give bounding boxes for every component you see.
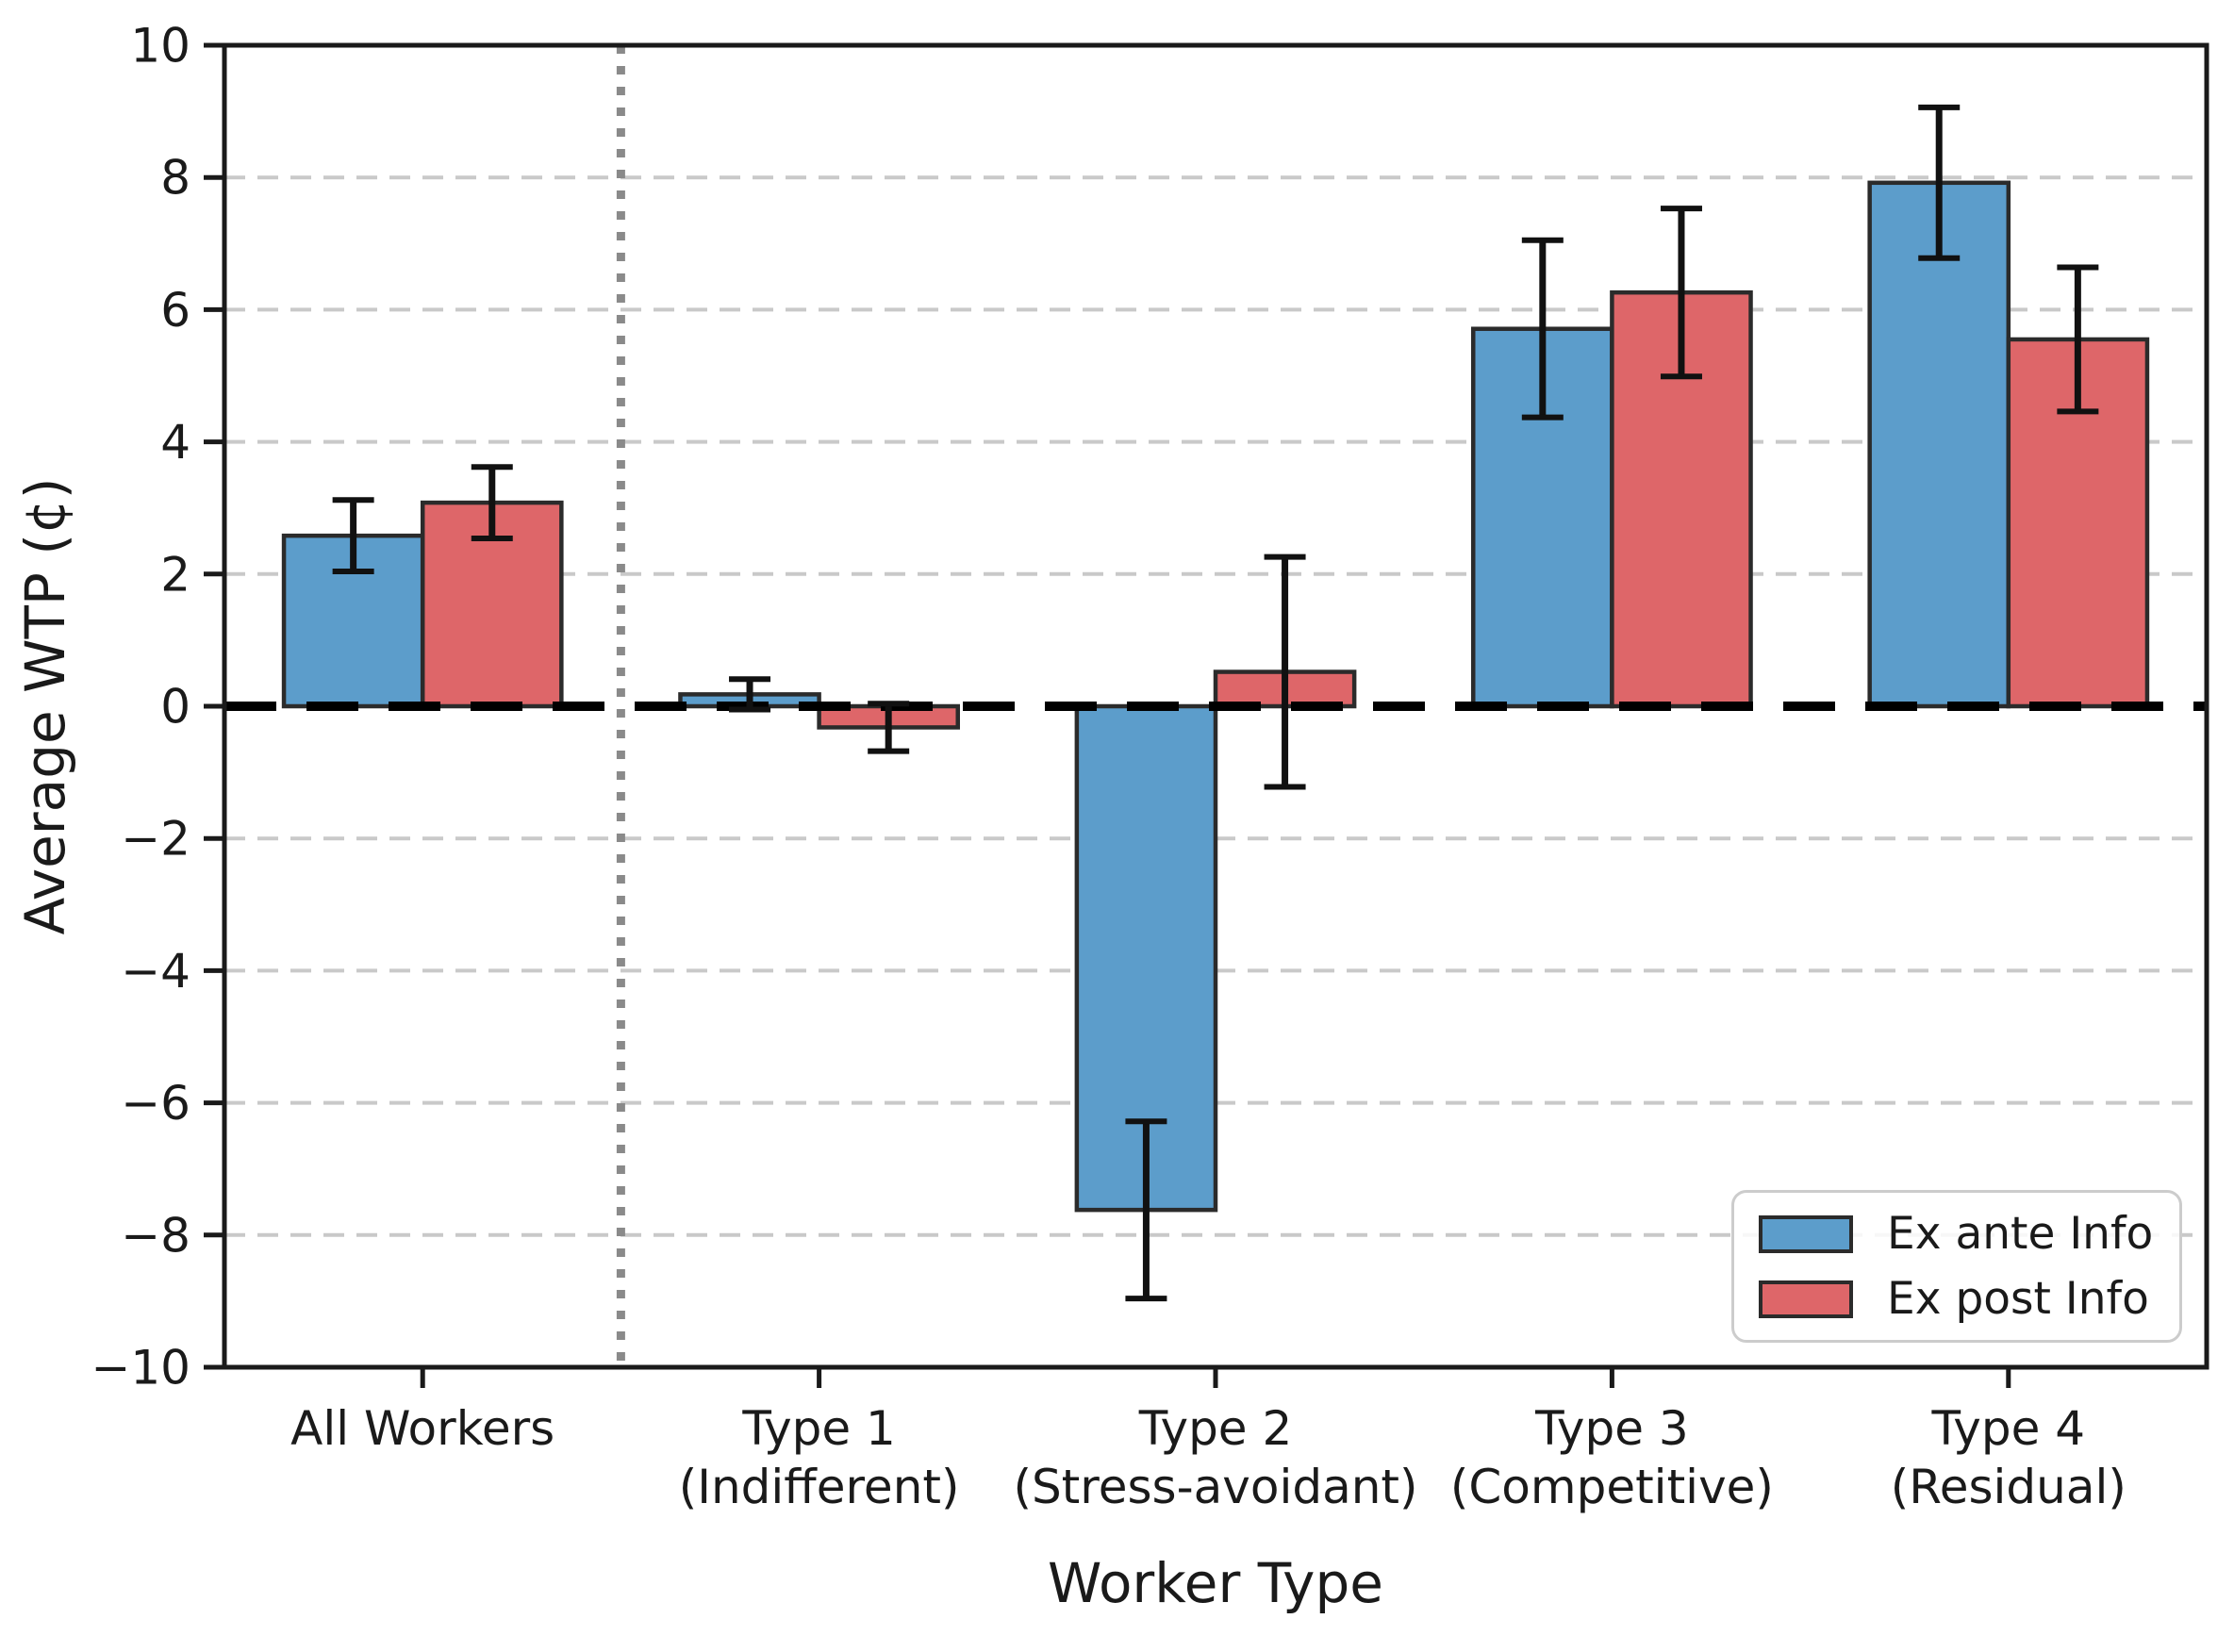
y-tick-label: 6 [160, 283, 190, 338]
y-tick-label: 8 [160, 151, 190, 206]
legend: Ex ante Info Ex post Info [1731, 1190, 2182, 1343]
legend-label-ex-post: Ex post Info [1887, 1273, 2149, 1325]
y-tick-label: −8 [121, 1208, 190, 1263]
y-tick-label: −10 [91, 1341, 190, 1396]
bar-ex-ante-info-cat4 [1867, 180, 2011, 709]
x-axis-title: Worker Type [1048, 1551, 1383, 1615]
y-tick-label: 0 [160, 680, 190, 735]
legend-item-ex-post: Ex post Info [1759, 1277, 2155, 1321]
x-tick-label: Type 1 (Indifferent) [679, 1401, 960, 1514]
x-tick-label: All Workers [290, 1401, 554, 1456]
legend-label-ex-ante: Ex ante Info [1887, 1208, 2154, 1260]
y-tick-label: −4 [121, 944, 190, 999]
y-tick-label: −6 [121, 1076, 190, 1131]
legend-item-ex-ante: Ex ante Info [1759, 1212, 2155, 1256]
x-tick-label: Type 4 (Residual) [1891, 1401, 2126, 1514]
y-tick-label: 4 [160, 415, 190, 470]
y-axis-title: Average WTP (¢) [13, 477, 77, 935]
x-tick-label: Type 2 (Stress-avoidant) [1013, 1401, 1417, 1514]
ex-post-color-swatch [1759, 1280, 1853, 1318]
y-tick-label: 2 [160, 547, 190, 602]
y-tick-label: 10 [130, 19, 190, 74]
x-tick-label: Type 3 (Competitive) [1450, 1401, 1774, 1514]
y-tick-label: −2 [121, 812, 190, 867]
ex-ante-color-swatch [1759, 1214, 1853, 1253]
